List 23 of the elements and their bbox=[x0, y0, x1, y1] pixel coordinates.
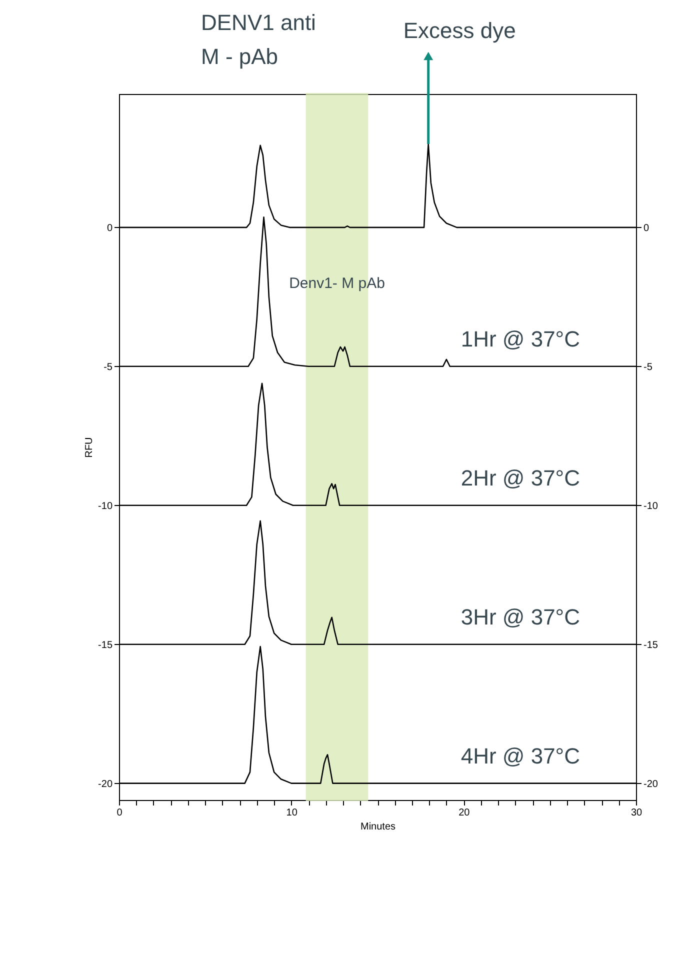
x-tick-label: 10 bbox=[286, 808, 298, 818]
series-label: 3Hr @ 37°C bbox=[460, 604, 580, 630]
y-axis-title: RFU bbox=[84, 437, 96, 458]
y2-tick-label: -15 bbox=[644, 640, 658, 651]
y-tick-label: 0 bbox=[106, 222, 113, 234]
series-label: 4Hr @ 37°C bbox=[460, 743, 580, 768]
y2-tick-label: 0 bbox=[644, 222, 650, 234]
x-tick-label: 20 bbox=[458, 808, 470, 818]
x-tick-label: 0 bbox=[116, 808, 123, 818]
series-label: 1Hr @ 37°C bbox=[460, 326, 580, 352]
y2-tick-label: -20 bbox=[644, 778, 658, 790]
x-axis-title: Minutes bbox=[360, 822, 396, 832]
annotation: Excess dye bbox=[403, 18, 516, 43]
y2-tick-label: -5 bbox=[644, 362, 653, 373]
y-tick-label: -20 bbox=[98, 778, 113, 790]
y-tick-label: -5 bbox=[104, 362, 113, 373]
series-label: 2Hr @ 37°C bbox=[460, 465, 580, 490]
x-tick-label: 30 bbox=[630, 808, 642, 818]
y-tick-label: -10 bbox=[98, 500, 113, 512]
band-label: Denv1- M pAb bbox=[289, 275, 385, 292]
text: DENV1 anti M - pAb bbox=[201, 10, 316, 69]
y-tick-label: -15 bbox=[98, 640, 113, 651]
y2-tick-label: -10 bbox=[644, 500, 658, 512]
